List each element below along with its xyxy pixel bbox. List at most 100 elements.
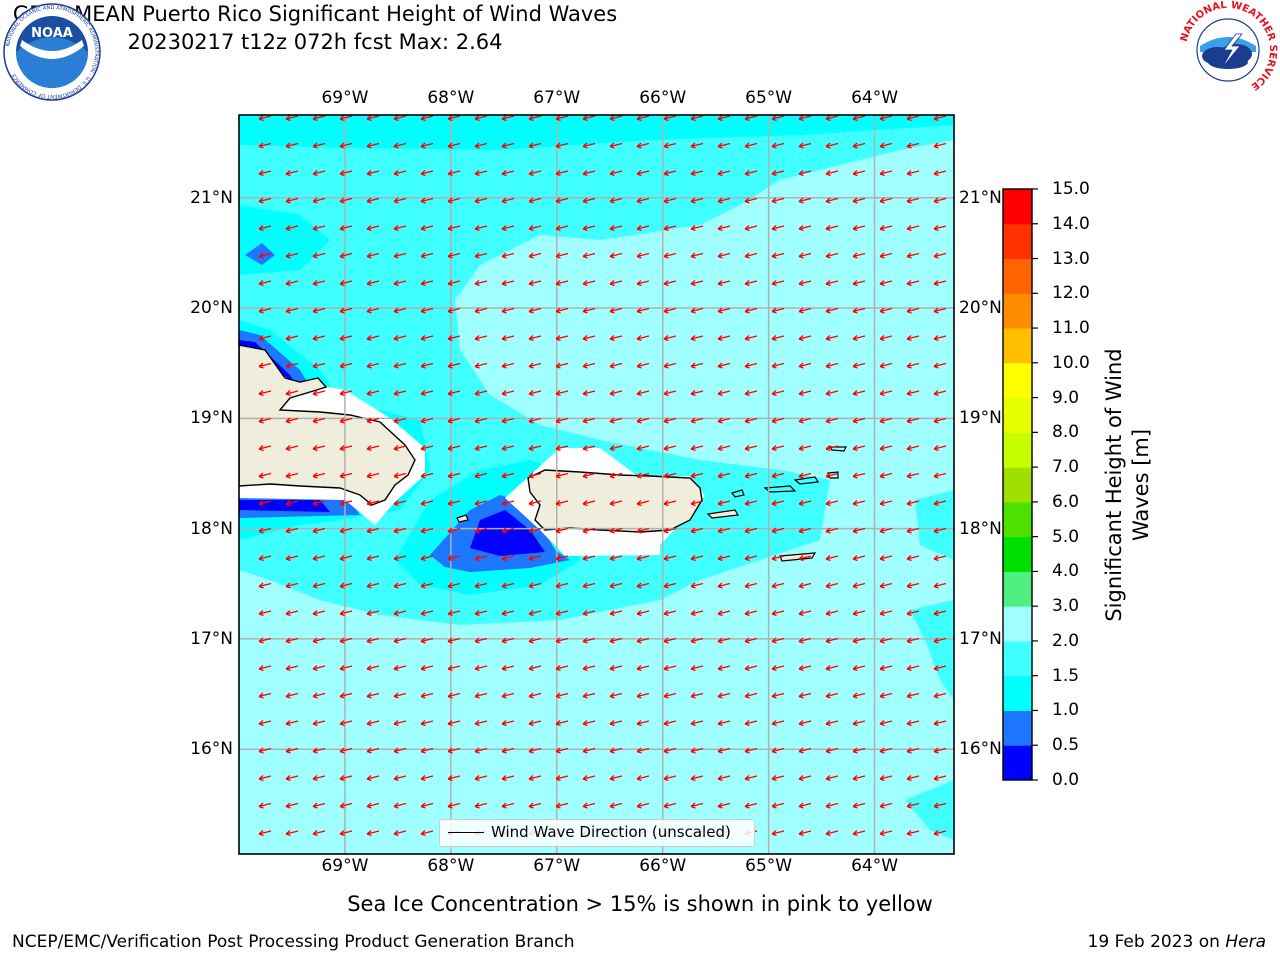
wave-direction-arrow [312,390,326,397]
wave-direction-arrow [906,775,920,782]
wave-direction-arrow [744,637,758,644]
wave-direction-arrow [528,665,542,672]
colorbar-tick-label: 3.0 [1052,596,1080,617]
wave-direction-arrow [690,720,704,727]
wave-direction-arrow [420,142,434,149]
wave-direction-arrow [393,692,407,699]
wave-direction-arrow [825,280,839,287]
wave-direction-arrow [933,802,947,809]
wave-direction-arrow [339,692,353,699]
lon-tick-top: 66°W [639,88,687,108]
wave-direction-arrow [744,280,758,287]
wave-direction-arrow [528,335,542,342]
wave-direction-arrow [312,665,326,672]
wave-direction-arrow [879,252,893,259]
wave-direction-arrow [582,500,596,507]
wave-direction-arrow [447,582,461,589]
lat-tick-left: 20°N [190,298,233,319]
wave-direction-arrow [906,582,920,589]
wave-direction-arrow [771,747,785,754]
wave-direction-arrow [393,472,407,479]
wave-direction-arrow [933,527,947,534]
wave-direction-arrow [447,747,461,754]
wave-direction-arrow [285,362,299,369]
colorbar-tick-label: 2.0 [1052,630,1080,651]
wave-direction-arrow [420,775,434,782]
wave-direction-arrow [447,692,461,699]
wave-direction-arrow [609,115,623,122]
wave-direction-arrow [798,747,812,754]
colorbar-tick-label: 12.0 [1052,283,1090,304]
wave-direction-arrow [879,445,893,452]
wave-direction-arrow [825,555,839,562]
wave-direction-arrow [312,610,326,617]
wave-direction-arrow [852,802,866,809]
nws-logo: NATIONAL WEATHER SERVICE [1179,0,1278,98]
wave-direction-arrow [717,555,731,562]
wave-direction-arrow [609,775,623,782]
wave-direction-arrow [717,472,731,479]
wave-direction-arrow [906,252,920,259]
wave-direction-arrow [393,280,407,287]
wave-direction-arrow [285,665,299,672]
wind-wave-arrows [258,115,973,837]
wave-direction-arrow [285,142,299,149]
wave-direction-arrow [420,197,434,204]
wave-direction-arrow [879,747,893,754]
wave-direction-arrow [420,720,434,727]
wave-direction-arrow [825,665,839,672]
wave-direction-arrow [474,720,488,727]
wave-direction-arrow [447,417,461,424]
lon-tick-bot: 67°W [533,856,581,876]
wave-direction-arrow [339,362,353,369]
wave-direction-arrow [609,472,623,479]
wave-direction-arrow [258,500,272,507]
wave-direction-arrow [961,831,973,836]
wave-direction-arrow [285,307,299,314]
wave-direction-arrow [690,197,704,204]
wave-direction-arrow [285,170,299,177]
wave-direction-arrow [690,390,704,397]
wave-direction-arrow [366,390,380,397]
wave-direction-arrow [771,197,785,204]
wave-direction-arrow [933,472,947,479]
wave-direction-arrow [447,775,461,782]
lon-tick-bot: 64°W [851,856,899,876]
wave-direction-arrow [771,335,785,342]
sea-ice-note: Sea Ice Concentration > 15% is shown in … [347,892,933,916]
wave-direction-arrow [339,280,353,287]
wave-direction-arrow [663,692,677,699]
wave-direction-arrow [961,776,973,781]
wave-direction-arrow [258,280,272,287]
wave-direction-arrow [258,830,272,837]
wave-direction-arrow [312,252,326,259]
wave-direction-arrow [879,527,893,534]
wave-direction-arrow [961,473,973,478]
wave-direction-arrow [663,720,677,727]
wave-direction-arrow [555,747,569,754]
colorbar-segment [1003,223,1032,260]
wave-direction-arrow [690,802,704,809]
wave-direction-arrow [852,335,866,342]
wave-direction-arrow [582,252,596,259]
wave-direction-arrow [474,225,488,232]
wave-direction-arrow [474,445,488,452]
lat-tick-right: 21°N [959,187,1002,208]
wave-direction-arrow [285,775,299,782]
wave-direction-arrow [933,252,947,259]
wave-direction-arrow [744,417,758,424]
wave-direction-arrow [879,197,893,204]
wave-direction-arrow [393,555,407,562]
wave-direction-arrow [366,665,380,672]
wave-direction-arrow [717,307,731,314]
colorbar-label: Significant Height of Wind Waves [m] [1101,348,1155,621]
wave-direction-arrow [528,115,542,122]
wave-direction-arrow [555,307,569,314]
wave-direction-arrow [555,417,569,424]
wave-direction-arrow [744,500,758,507]
wave-direction-arrow [474,307,488,314]
wave-direction-arrow [663,417,677,424]
wave-direction-arrow [717,252,731,259]
wave-direction-arrow [339,555,353,562]
wave-direction-arrow [312,335,326,342]
